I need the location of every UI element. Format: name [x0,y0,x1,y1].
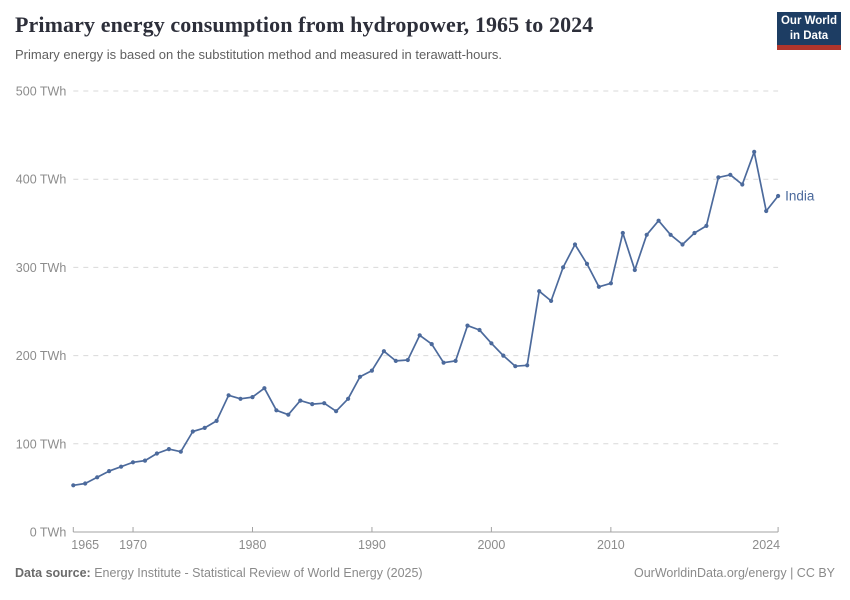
data-point[interactable] [608,281,614,286]
y-axis-tick-label: 0 TWh [30,526,67,540]
data-point[interactable] [214,418,219,423]
data-point[interactable] [704,223,709,228]
data-point[interactable] [429,342,434,347]
data-point[interactable] [716,175,721,180]
data-source-note: Data source: Energy Institute - Statisti… [15,566,423,580]
data-point[interactable] [262,386,267,391]
data-point[interactable] [776,193,781,199]
owid-logo[interactable]: Our World in Data [777,12,841,50]
line-chart[interactable]: 0 TWh 100 TWh 200 TWh 300 TWh 400 TWh 500 TWh… [0,80,850,556]
data-point[interactable] [334,409,339,414]
data-point[interactable] [142,458,148,463]
data-point[interactable] [596,284,602,289]
y-axis-tick-label: 500 TWh [16,85,67,99]
page-title: Primary energy consumption from hydropow… [15,12,594,37]
data-point[interactable] [572,242,578,247]
entity-label-india[interactable]: India [785,188,815,203]
data-point[interactable] [298,398,303,403]
data-point[interactable] [71,483,76,488]
data-point[interactable] [752,149,757,154]
data-point[interactable] [489,341,494,346]
data-source-text: Energy Institute - Statistical Review of… [90,566,423,580]
data-point[interactable] [310,402,315,407]
data-point[interactable] [417,333,422,338]
data-source-label: Data source: [15,566,91,580]
owid-logo-line2: in Data [789,29,829,42]
y-axis-tick-label: 200 TWh [16,349,67,363]
data-point[interactable] [465,323,470,328]
data-point[interactable] [346,396,351,401]
data-point[interactable] [453,358,458,363]
data-point[interactable] [238,396,243,401]
data-point[interactable] [525,363,530,368]
data-point[interactable] [513,364,518,369]
data-point[interactable] [692,230,697,236]
data-point[interactable] [632,267,637,273]
data-point[interactable] [405,357,410,363]
data-point[interactable] [107,469,112,474]
data-point[interactable] [154,451,159,456]
data-point[interactable] [680,242,685,247]
data-point[interactable] [537,289,542,294]
data-point[interactable] [166,447,171,452]
data-point[interactable] [178,449,183,454]
data-point[interactable] [393,358,398,363]
chart-footer: Data source: Energy Institute - Statisti… [15,566,835,580]
data-point[interactable] [83,481,88,486]
data-point[interactable] [656,218,661,223]
data-point[interactable] [561,265,566,270]
owid-license-link[interactable]: OurWorldinData.org/energy | CC BY [633,566,835,580]
data-point[interactable] [130,460,136,465]
data-point[interactable] [441,360,446,365]
data-point[interactable] [369,368,374,373]
data-point[interactable] [584,261,590,266]
x-axis-tick-label: 1970 [119,538,147,552]
data-point[interactable] [190,429,195,434]
x-axis-tick-label: 2024 [752,538,780,552]
data-point[interactable] [764,208,769,214]
data-point[interactable] [286,412,291,417]
data-point[interactable] [274,408,279,413]
data-point[interactable] [549,298,554,303]
x-axis-tick-label: 1990 [358,538,386,552]
x-axis-tick-label: 2010 [597,538,625,552]
data-point[interactable] [381,349,386,354]
data-point[interactable] [477,327,482,333]
data-point[interactable] [226,393,231,398]
chart-subtitle: Primary energy is based on the substitut… [15,47,503,63]
data-point[interactable] [620,230,625,236]
x-axis-tick-label: 1980 [239,538,267,552]
y-axis-tick-label: 300 TWh [16,261,67,275]
data-point[interactable] [668,232,673,237]
x-axis-tick-label: 1965 [71,538,99,552]
owid-logo-line1: Our World [780,14,837,27]
data-point[interactable] [728,172,733,177]
y-axis-tick-label: 100 TWh [16,437,67,451]
data-point[interactable] [250,395,255,400]
y-axis-tick-label: 400 TWh [16,173,67,187]
data-point[interactable] [644,232,649,237]
data-point[interactable] [740,182,745,187]
data-point[interactable] [202,425,207,430]
chart-header: Primary energy consumption from hydropow… [15,12,766,64]
data-line-india [72,151,779,487]
data-point[interactable] [95,475,100,480]
data-point[interactable] [119,464,124,469]
data-point[interactable] [501,353,506,358]
x-axis-tick-label: 2000 [477,538,505,552]
line-chart-svg[interactable]: 0 TWh 100 TWh 200 TWh 300 TWh 400 TWh 500 TWh… [0,80,850,556]
data-point[interactable] [322,401,327,406]
data-point[interactable] [357,374,363,379]
